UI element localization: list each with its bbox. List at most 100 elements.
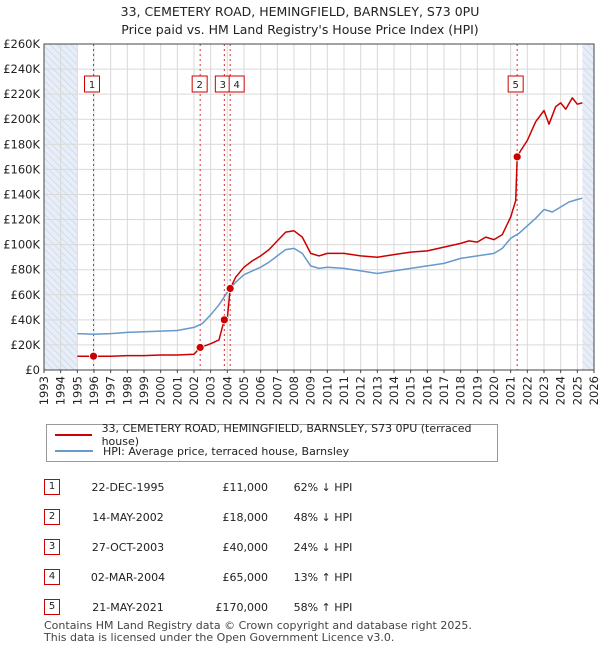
x-tick-label: 2009 xyxy=(304,376,318,405)
legend-item-hpi: HPI: Average price, terraced house, Barn… xyxy=(55,443,349,459)
shade-hatch xyxy=(582,193,595,206)
shade-hatch xyxy=(582,102,595,115)
x-tick-label: 2015 xyxy=(404,376,418,405)
x-tick-label: 2022 xyxy=(520,376,534,405)
y-tick-label: £100K xyxy=(3,238,40,252)
shade-hatch xyxy=(586,43,595,52)
y-tick-label: £200K xyxy=(3,112,40,126)
shade-hatch xyxy=(582,158,595,171)
shade-hatch xyxy=(582,60,595,73)
sale-label-box xyxy=(507,75,524,93)
sale-label-text: 2 xyxy=(196,80,202,91)
shaded-range xyxy=(582,44,594,370)
x-tick-label: 2024 xyxy=(554,376,568,405)
x-tick-label: 2020 xyxy=(487,376,501,405)
sale-point xyxy=(219,315,229,325)
sale-point xyxy=(195,343,205,352)
x-tick-label: 1999 xyxy=(137,376,151,405)
shade-hatch xyxy=(56,43,78,66)
sale-date: 21-MAY-2021 xyxy=(92,600,164,614)
shade-hatch xyxy=(582,361,592,371)
plot-frame xyxy=(43,43,595,371)
sale-point xyxy=(225,284,235,293)
footer-line-1: Contains HM Land Registry data © Crown c… xyxy=(44,619,472,632)
sale-hpi-diff: 24% ↓ HPI xyxy=(293,540,353,554)
x-tick-label: 2003 xyxy=(204,376,218,405)
shade-hatch xyxy=(582,284,595,297)
x-tick-label: 1993 xyxy=(37,376,51,405)
x-tick-label: 2008 xyxy=(287,376,301,405)
shade-hatch xyxy=(582,354,595,367)
sale-date: 22-DEC-1995 xyxy=(91,480,165,494)
shade-hatch xyxy=(582,312,595,325)
sale-price: £11,000 xyxy=(222,480,269,494)
shade-hatch xyxy=(582,326,595,339)
table-row: 4 02-MAR-2004 £65,000 13% ↑ HPI xyxy=(44,562,378,592)
sale-price: £170,000 xyxy=(215,600,269,614)
sale-price: £18,000 xyxy=(222,510,269,524)
x-tick-label: 2011 xyxy=(337,376,351,405)
sale-date: 02-MAR-2004 xyxy=(90,570,166,584)
x-tick-label: 2001 xyxy=(170,376,184,405)
hpi-line xyxy=(77,197,583,336)
sale-label-text: 4 xyxy=(233,80,239,91)
shade-hatch xyxy=(582,305,595,318)
table-row: 3 27-OCT-2003 £40,000 24% ↓ HPI xyxy=(44,532,378,562)
x-tick-label: 1994 xyxy=(54,376,68,405)
legend-swatch-property xyxy=(55,434,92,436)
sale-point xyxy=(89,351,98,361)
shade-hatch xyxy=(582,46,595,59)
shade-hatch xyxy=(582,347,595,360)
sale-number-badge: 3 xyxy=(44,539,60,555)
sale-label-text: 1 xyxy=(89,80,95,91)
sale-price: £40,000 xyxy=(222,540,269,554)
shade-hatch xyxy=(582,333,595,346)
sale-price: £65,000 xyxy=(222,570,269,584)
shade-hatch xyxy=(582,95,595,108)
y-tick-label: £60K xyxy=(11,288,41,302)
x-tick-label: 2016 xyxy=(420,376,434,405)
shade-hatch xyxy=(582,172,595,185)
x-tick-label: 2000 xyxy=(154,376,168,405)
footer-line-2: This data is licensed under the Open Gov… xyxy=(44,631,395,644)
sale-point xyxy=(512,152,522,162)
x-tick-label: 2025 xyxy=(570,376,584,405)
shade-hatch xyxy=(49,43,78,73)
shade-hatch xyxy=(582,270,595,283)
shade-hatch xyxy=(582,249,595,262)
sale-hpi-diff: 62% ↓ HPI xyxy=(293,480,353,494)
sale-number-badge: 4 xyxy=(44,569,60,585)
shade-hatch xyxy=(582,207,595,220)
y-tick-label: £140K xyxy=(3,187,40,201)
x-tick-label: 1995 xyxy=(70,376,84,405)
shade-hatch xyxy=(582,263,595,276)
x-tick-label: 2010 xyxy=(320,376,334,405)
y-tick-label: £40K xyxy=(11,313,41,327)
sales-table: 1 22-DEC-1995 £11,000 62% ↓ HPI 2 14-MAY… xyxy=(44,472,378,622)
x-tick-label: 2012 xyxy=(354,376,368,405)
x-tick-label: 1997 xyxy=(104,376,118,405)
chart-subtitle: Price paid vs. HM Land Registry's House … xyxy=(121,22,479,37)
sale-date: 14-MAY-2002 xyxy=(92,510,164,524)
shade-hatch xyxy=(582,137,595,150)
x-tick-label: 1996 xyxy=(87,376,101,405)
sale-label-text: 5 xyxy=(512,80,518,91)
y-tick-label: £180K xyxy=(3,137,40,151)
x-tick-label: 2013 xyxy=(370,376,384,405)
table-row: 5 21-MAY-2021 £170,000 58% ↑ HPI xyxy=(44,592,378,622)
sale-date: 27-OCT-2003 xyxy=(91,540,165,554)
shade-hatch xyxy=(43,360,54,371)
shade-hatch xyxy=(582,53,595,66)
shade-hatch xyxy=(43,353,61,371)
sale-hpi-diff: 13% ↑ HPI xyxy=(293,570,353,584)
x-tick-label: 2021 xyxy=(504,376,518,405)
shade-hatch xyxy=(582,277,595,290)
shade-hatch xyxy=(582,298,595,311)
shade-hatch xyxy=(63,43,78,59)
x-tick-label: 2014 xyxy=(387,376,401,405)
table-row: 2 14-MAY-2002 £18,000 48% ↓ HPI xyxy=(44,502,378,532)
y-tick-label: £240K xyxy=(3,62,40,76)
sale-hpi-diff: 58% ↑ HPI xyxy=(293,600,353,614)
y-tick-label: £160K xyxy=(3,162,40,176)
